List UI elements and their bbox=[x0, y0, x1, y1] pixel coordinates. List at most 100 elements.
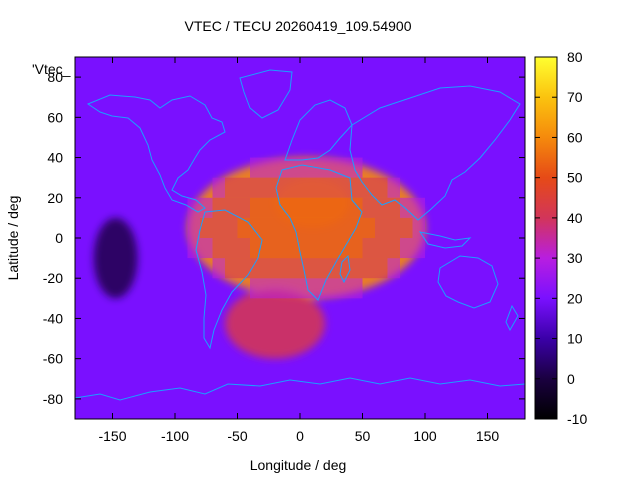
heatmap-cell bbox=[250, 258, 263, 279]
y-tick-label: -20 bbox=[43, 270, 63, 286]
heatmap-cell bbox=[387, 217, 400, 238]
y-tick-label: 20 bbox=[47, 190, 63, 206]
y-tick-label: -60 bbox=[43, 351, 63, 367]
coastline-antarctica bbox=[75, 377, 525, 401]
heatmap-cell bbox=[262, 197, 275, 218]
heatmap-cell bbox=[325, 177, 338, 198]
heatmap-cell bbox=[250, 217, 263, 238]
heatmap-cell bbox=[250, 197, 263, 218]
coastline-africa bbox=[275, 164, 363, 301]
heatmap-cell bbox=[325, 258, 338, 279]
x-tick-label: -100 bbox=[161, 428, 189, 444]
heatmap-cell bbox=[300, 258, 313, 279]
heatmap-cell bbox=[250, 157, 263, 178]
x-tick-label: 150 bbox=[476, 428, 500, 444]
heatmap-cell bbox=[312, 278, 325, 299]
coastline-overlay bbox=[75, 69, 525, 401]
heatmap-cell bbox=[262, 238, 275, 259]
heatmap-cell bbox=[237, 217, 250, 238]
heatmap-cell bbox=[225, 177, 238, 198]
y-axis-ticks: 80 60 40 20 0 -20 -40 -60 -80 bbox=[43, 69, 525, 407]
coastline-europe bbox=[284, 99, 353, 161]
heatmap-cell bbox=[362, 197, 375, 218]
heatmap-cell bbox=[400, 238, 413, 259]
colorbar-tick-label: 20 bbox=[567, 290, 583, 306]
heatmap-cell bbox=[325, 157, 338, 178]
x-axis-ticks: -150 -100 -50 0 50 100 150 bbox=[98, 57, 499, 444]
heatmap-cell bbox=[312, 177, 325, 198]
heatmap-cell bbox=[225, 258, 238, 279]
heatmap-cell bbox=[262, 258, 275, 279]
chart-title: VTEC / TECU 20260419_109.54900 bbox=[184, 18, 412, 34]
heatmap-cell bbox=[262, 177, 275, 198]
heatmap-cell bbox=[225, 238, 238, 259]
heatmap-cell bbox=[262, 157, 275, 178]
heatmap-cell bbox=[187, 197, 200, 218]
heatmap-cell bbox=[387, 238, 400, 259]
heatmap-cell bbox=[212, 217, 225, 238]
heatmap-cell bbox=[362, 177, 375, 198]
heatmap-cell bbox=[262, 217, 275, 238]
heatmap-cell bbox=[362, 217, 375, 238]
heatmap-cell bbox=[275, 278, 288, 299]
colorbar-tick-label: 30 bbox=[567, 250, 583, 266]
coastline-greenland bbox=[239, 69, 293, 119]
heatmap-cell bbox=[375, 217, 388, 238]
heatmap-cell bbox=[300, 177, 313, 198]
heat-region-pacific-minimum bbox=[93, 217, 138, 299]
heatmap-cell bbox=[287, 258, 300, 279]
heatmap-cell bbox=[300, 238, 313, 259]
x-tick-label: -150 bbox=[98, 428, 126, 444]
x-tick-label: 0 bbox=[296, 428, 304, 444]
heatmap-plot-area: 'Vtec_ bbox=[32, 56, 526, 420]
coastline-madagascar bbox=[339, 254, 351, 284]
heatmap-cell bbox=[237, 258, 250, 279]
heatmap-cell bbox=[275, 258, 288, 279]
heatmap-cell bbox=[225, 197, 238, 218]
heatmap-cell bbox=[212, 197, 225, 218]
heatmap-cell bbox=[237, 197, 250, 218]
heat-region-south-atlantic-tail bbox=[225, 288, 325, 359]
y-tick-label: 60 bbox=[47, 109, 63, 125]
heatmap-cell bbox=[387, 197, 400, 218]
colorbar-tick-label: 40 bbox=[567, 210, 583, 226]
heatmap-cell bbox=[362, 238, 375, 259]
heatmap-cell bbox=[300, 197, 313, 218]
y-tick-label: 80 bbox=[47, 69, 63, 85]
heatmap-cell bbox=[387, 258, 400, 279]
coastline-north-america bbox=[86, 94, 226, 213]
heatmap-cell bbox=[200, 238, 213, 259]
heatmap-cell bbox=[275, 238, 288, 259]
colorbar-tick-label: 60 bbox=[567, 129, 583, 145]
key-label: 'Vtec_ bbox=[32, 61, 71, 77]
colorbar-tick-label: 70 bbox=[567, 89, 583, 105]
heatmap-pixel-layer bbox=[187, 157, 425, 299]
heatmap-cell bbox=[187, 217, 200, 238]
heatmap-cell bbox=[350, 238, 363, 259]
x-axis-label: Longitude / deg bbox=[250, 457, 347, 473]
x-tick-label: -50 bbox=[227, 428, 247, 444]
heatmap-cell bbox=[275, 197, 288, 218]
coastline-new-zealand bbox=[505, 304, 519, 332]
heatmap-cell bbox=[237, 238, 250, 259]
heatmap-cell bbox=[300, 217, 313, 238]
heatmap-cell bbox=[237, 177, 250, 198]
heatmap-cell bbox=[275, 177, 288, 198]
y-tick-label: 40 bbox=[47, 150, 63, 166]
heatmap-cell bbox=[200, 197, 213, 218]
heatmap-cell bbox=[375, 258, 388, 279]
heatmap-cell bbox=[350, 258, 363, 279]
heatmap-cell bbox=[287, 278, 300, 299]
heatmap-cell bbox=[287, 238, 300, 259]
colorbar-tick-label: 80 bbox=[567, 49, 583, 65]
heatmap-cell bbox=[375, 177, 388, 198]
heatmap-cell bbox=[312, 258, 325, 279]
x-tick-label: 50 bbox=[355, 428, 371, 444]
heatmap-cell bbox=[225, 217, 238, 238]
y-tick-label: 0 bbox=[55, 230, 63, 246]
heatmap-cell bbox=[412, 238, 425, 259]
heatmap-cell bbox=[300, 278, 313, 299]
heatmap-cell bbox=[200, 217, 213, 238]
heatmap-cell bbox=[337, 217, 350, 238]
